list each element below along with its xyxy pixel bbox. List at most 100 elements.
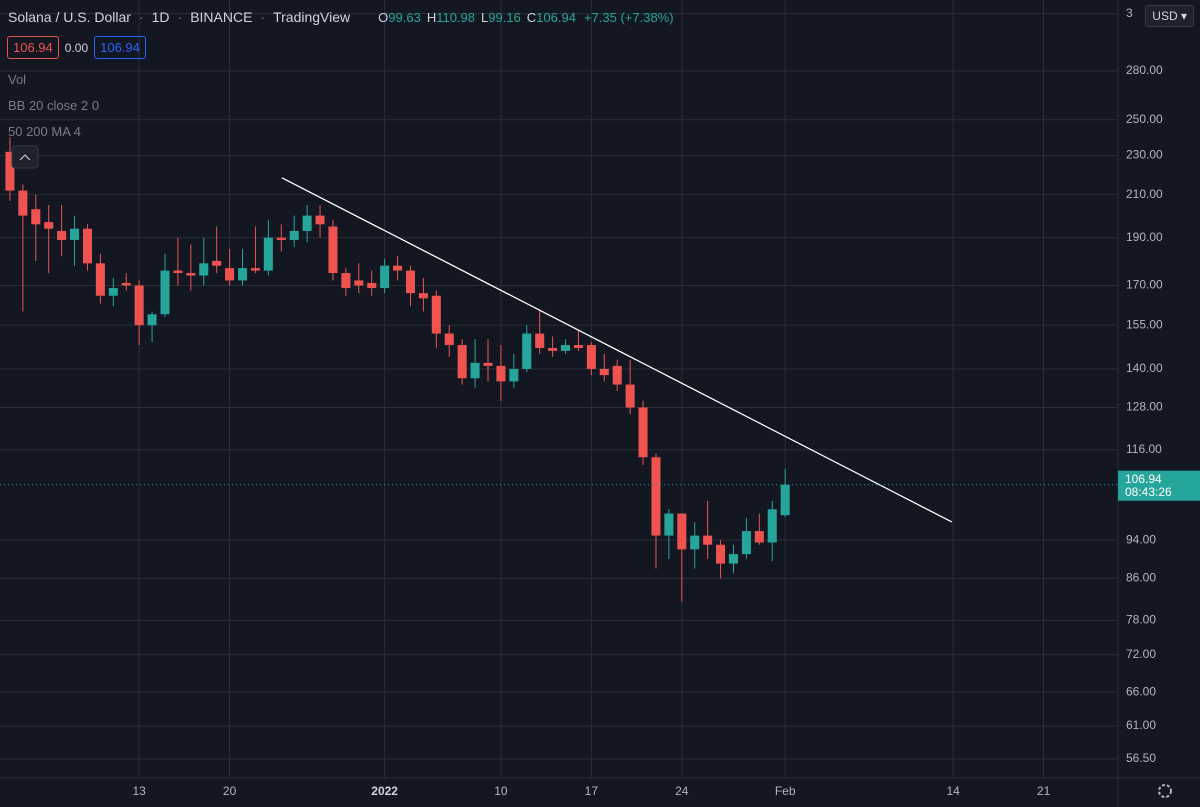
interval[interactable]: 1D [139,9,170,25]
candle-body [780,484,790,516]
candle-body [741,531,751,555]
candle-body [121,282,131,286]
settings-icon[interactable] [1158,784,1172,798]
x-tick-label: Feb [775,784,796,798]
candle-body [470,362,480,379]
ohlc-item: H110.98 [427,10,475,25]
ohlc-item: L99.16 [481,10,521,25]
candle-body [612,365,622,385]
y-tick-label: 72.00 [1126,647,1156,661]
ohlc-key: O [378,9,389,25]
y-tick-label: 170.00 [1126,278,1163,292]
ohlc-item: C106.94 [527,10,576,25]
candle-body [535,333,545,348]
candle-body [728,554,739,564]
ohlc-legend: O99.63 H110.98 L99.16 C106.94 [378,10,576,25]
candle-body [638,407,648,458]
chevron [19,154,31,161]
sell-button[interactable]: 106.94 [7,36,59,59]
candle-body [767,509,777,543]
y-tick-label: 66.00 [1126,684,1156,698]
indicator: Vol [8,72,27,87]
ohlc-value: 99.16 [488,9,521,25]
candle-body [431,295,441,334]
currency-select[interactable]: USD ▾ [1145,5,1194,27]
y-tick-label: 86.00 [1126,571,1156,585]
indicator: BB 20 close 2 0 [8,98,100,113]
candle-body [31,209,41,225]
candle-body [160,270,170,315]
candle-body [393,265,403,271]
y-tick-label: 140.00 [1126,361,1163,375]
candle-body [418,293,428,299]
y-tick-label: 280.00 [1126,63,1163,77]
candle-body [302,215,312,231]
y-tick-label: 56.50 [1126,751,1156,765]
candle-body [57,230,67,240]
collapse-button[interactable] [11,145,39,169]
candle-body [651,457,661,536]
currency: USD [1152,9,1178,23]
spread: 0.00 [64,40,89,55]
y-tick-label: 230.00 [1126,148,1163,162]
y-tick-label: 94.00 [1126,532,1156,546]
candle-body [754,531,764,543]
candle-body [315,215,325,225]
candle-body [186,273,196,276]
candle-body [5,151,15,191]
ohlc-value: 110.98 [436,9,476,25]
candle-body [341,273,351,289]
candle-body [522,333,532,369]
y-tick-label: 250.00 [1126,112,1163,126]
candle-body [548,347,558,351]
candle-body [703,535,713,545]
x-tick-label: 20 [223,784,237,798]
candle-body [276,237,286,240]
candle-body [405,270,416,294]
indicator: 50 200 MA 4 [8,124,81,139]
candle-body [250,268,260,271]
symbol: Solana / U.S. Dollar [8,9,131,25]
ohlc-key: H [426,9,437,25]
candle-body [561,345,571,351]
candle-body [199,263,209,276]
candle-body [354,280,364,286]
candle-body [677,513,687,550]
change: +7.35 (+7.38%) [583,9,674,25]
candle-body [444,333,454,346]
y-tick-label: 210.00 [1126,187,1163,201]
candle-body [716,544,726,564]
y-tick-label: 190.00 [1126,230,1163,244]
x-tick-label: 21 [1037,784,1051,798]
x-tick-label: 24 [675,784,689,798]
candle-body [134,285,144,326]
x-tick-label: 17 [585,784,599,798]
candle-body [263,237,273,271]
candle-body [509,368,519,382]
y-tick-label: 128.00 [1126,400,1163,414]
x-tick-label: 10 [494,784,508,798]
ohlc-key: L [481,9,489,25]
plot-background [0,0,1118,778]
candle-body [70,228,80,240]
candle-body [496,365,506,382]
candle-body [225,268,235,281]
y-tick-label: 155.00 [1126,317,1163,331]
candle-body [664,513,674,536]
y-tick-label: 3 [1126,6,1133,20]
trendline [281,177,953,523]
candle-body [147,314,157,326]
ohlc-key: C [526,9,537,25]
candle-body [573,345,583,348]
candle-body [599,368,609,376]
buy-button[interactable]: 106.94 [94,36,146,59]
button-bg [11,145,39,169]
candle-body [237,268,248,281]
candle-body [625,384,635,408]
candle-body [212,260,222,266]
candle-body [173,270,183,274]
candle-body [289,230,299,240]
y-tick-label: 78.00 [1126,613,1156,627]
trade-boxes: 106.94 0.00 106.94 [7,36,146,59]
